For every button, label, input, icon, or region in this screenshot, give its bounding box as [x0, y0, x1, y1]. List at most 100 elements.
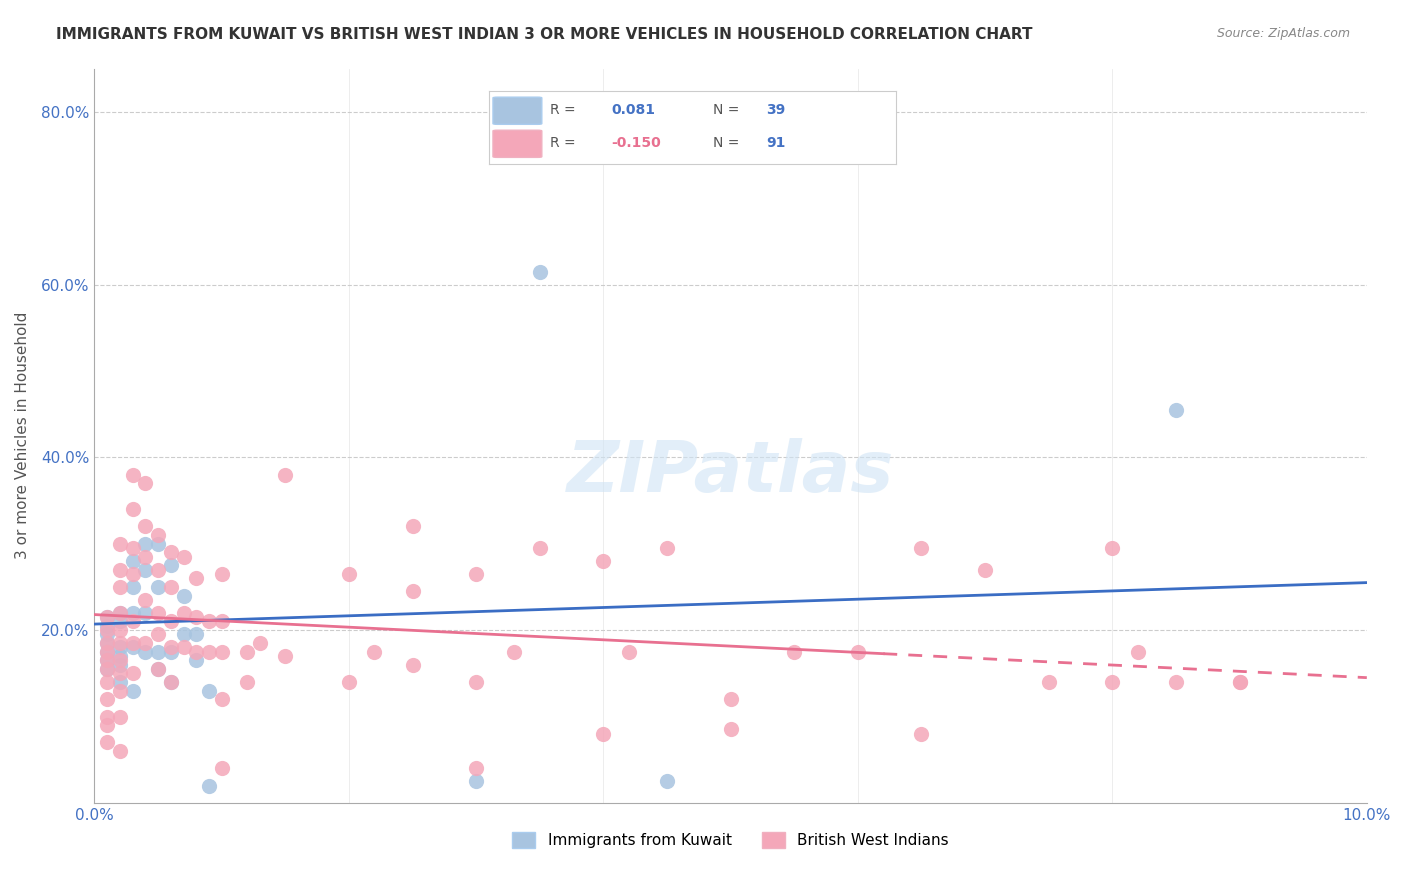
Point: [159, 545, 181, 559]
Point: [1164, 402, 1187, 417]
Point: [173, 606, 195, 620]
Point: [108, 623, 131, 637]
Point: [211, 615, 233, 629]
Point: [108, 606, 131, 620]
Point: [465, 566, 488, 581]
Point: [236, 645, 259, 659]
Point: [108, 675, 131, 690]
Point: [146, 606, 169, 620]
Point: [96, 610, 118, 624]
Point: [96, 675, 118, 690]
Point: [96, 610, 118, 624]
Point: [910, 541, 932, 555]
Point: [173, 589, 195, 603]
Point: [159, 615, 181, 629]
Point: [96, 645, 118, 659]
Y-axis label: 3 or more Vehicles in Household: 3 or more Vehicles in Household: [15, 312, 30, 559]
Point: [121, 640, 143, 655]
Point: [910, 727, 932, 741]
Point: [146, 662, 169, 676]
Point: [211, 692, 233, 706]
Point: [108, 615, 131, 629]
Point: [121, 554, 143, 568]
Point: [146, 563, 169, 577]
Point: [108, 537, 131, 551]
Point: [465, 675, 488, 690]
Point: [146, 528, 169, 542]
Point: [108, 744, 131, 758]
Point: [134, 537, 156, 551]
Point: [134, 636, 156, 650]
Point: [96, 662, 118, 676]
Point: [198, 683, 221, 698]
Point: [121, 666, 143, 681]
Point: [617, 645, 640, 659]
Point: [159, 640, 181, 655]
Point: [146, 537, 169, 551]
Point: [173, 627, 195, 641]
Point: [96, 662, 118, 676]
Point: [146, 627, 169, 641]
Point: [96, 653, 118, 667]
Point: [121, 502, 143, 516]
Point: [465, 774, 488, 789]
Point: [401, 657, 423, 672]
Point: [173, 640, 195, 655]
Point: [1101, 541, 1123, 555]
Point: [211, 645, 233, 659]
Point: [198, 615, 221, 629]
Point: [337, 675, 360, 690]
Point: [198, 645, 221, 659]
Point: [159, 558, 181, 573]
Point: [974, 563, 997, 577]
Point: [108, 580, 131, 594]
Point: [108, 653, 131, 667]
Point: [401, 584, 423, 599]
Point: [96, 619, 118, 633]
Point: [783, 645, 806, 659]
Point: [108, 666, 131, 681]
Point: [134, 593, 156, 607]
Point: [121, 606, 143, 620]
Point: [236, 675, 259, 690]
Point: [146, 580, 169, 594]
Point: [96, 627, 118, 641]
Point: [108, 606, 131, 620]
Point: [1229, 675, 1251, 690]
Point: [96, 692, 118, 706]
Point: [96, 636, 118, 650]
Point: [108, 563, 131, 577]
Point: [159, 580, 181, 594]
Legend: Immigrants from Kuwait, British West Indians: Immigrants from Kuwait, British West Ind…: [506, 826, 955, 854]
Point: [108, 709, 131, 723]
Point: [186, 645, 208, 659]
Point: [96, 623, 118, 637]
Point: [108, 657, 131, 672]
Point: [198, 779, 221, 793]
Point: [720, 723, 742, 737]
Point: [121, 683, 143, 698]
Point: [846, 645, 869, 659]
Text: Source: ZipAtlas.com: Source: ZipAtlas.com: [1216, 27, 1350, 40]
Point: [96, 645, 118, 659]
Point: [121, 467, 143, 482]
Point: [121, 566, 143, 581]
Point: [1126, 645, 1149, 659]
Point: [186, 653, 208, 667]
Point: [96, 653, 118, 667]
Point: [121, 580, 143, 594]
Point: [1101, 675, 1123, 690]
Point: [1229, 675, 1251, 690]
Point: [211, 566, 233, 581]
Point: [134, 476, 156, 491]
Point: [121, 636, 143, 650]
Point: [503, 645, 526, 659]
Point: [96, 709, 118, 723]
Point: [401, 519, 423, 533]
Point: [108, 636, 131, 650]
Point: [465, 761, 488, 775]
Point: [1164, 675, 1187, 690]
Point: [134, 519, 156, 533]
Point: [186, 610, 208, 624]
Point: [655, 541, 678, 555]
